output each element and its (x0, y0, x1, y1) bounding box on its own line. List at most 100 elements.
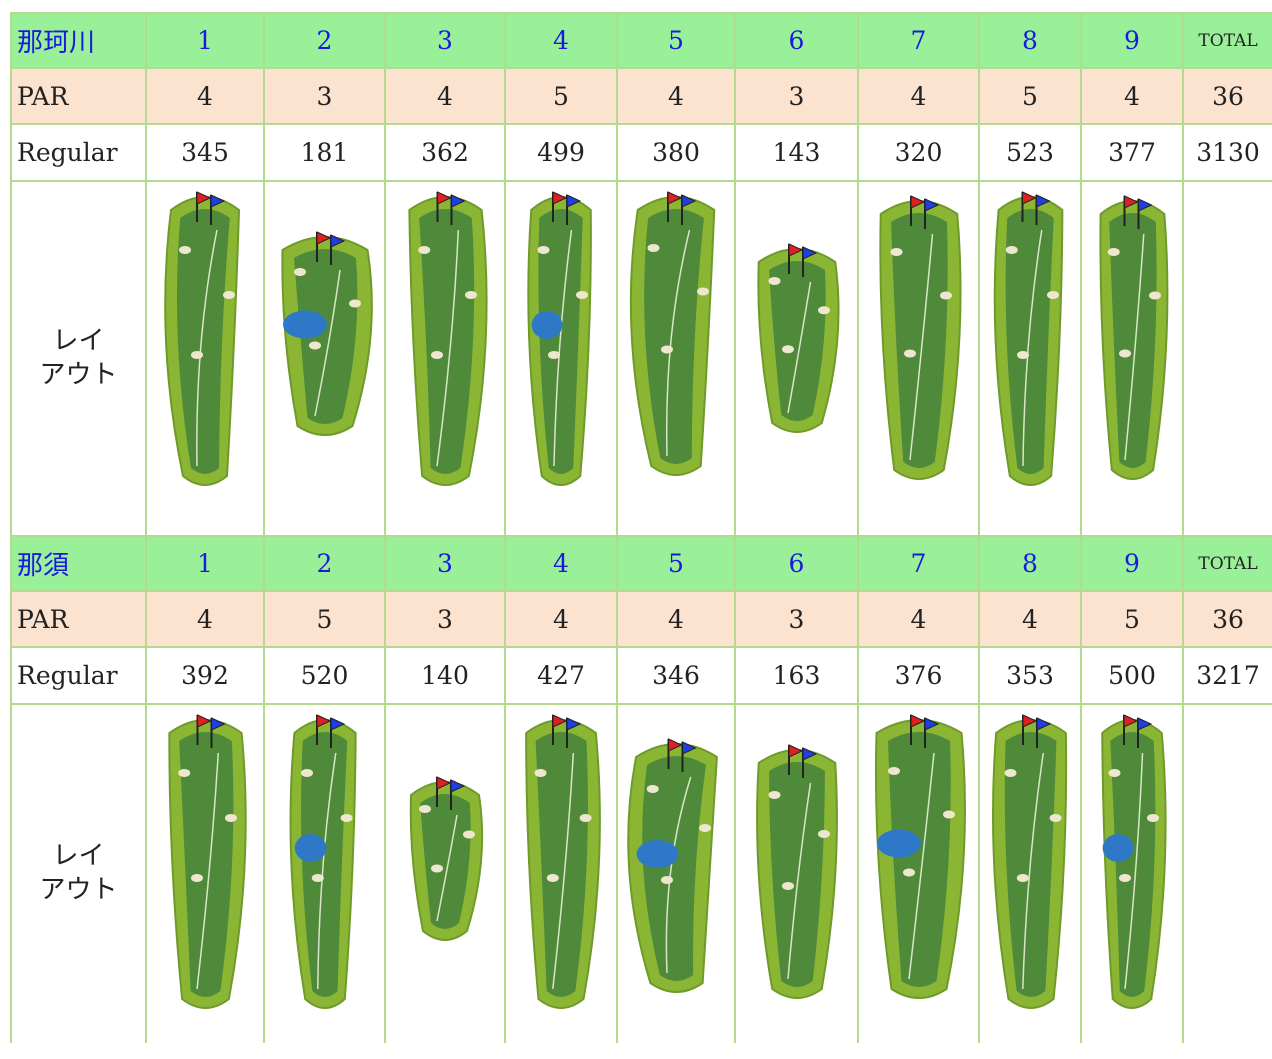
par-value: 4 (1022, 604, 1038, 634)
blue-flag-icon (1035, 194, 1051, 225)
regular-value-cell: 140 (384, 646, 506, 705)
hole-layout-cell[interactable] (145, 180, 265, 537)
total-header-cell: TOTAL (1182, 12, 1272, 69)
hole-number-cell: 2 (263, 535, 386, 592)
bunker (1147, 814, 1159, 822)
hole-layout-cell[interactable] (145, 703, 265, 1043)
regular-label-cell: Regular (10, 646, 147, 705)
bunker (1107, 248, 1120, 256)
hole-layout-cell[interactable] (978, 703, 1082, 1043)
bunker (768, 791, 780, 799)
hole-number-cell: 6 (734, 535, 859, 592)
par-value: 3 (788, 604, 805, 634)
regular-value-cell: 181 (263, 123, 386, 182)
regular-yardage: 499 (537, 138, 585, 167)
hole-layout-cell[interactable] (978, 180, 1082, 537)
blue-flag-icon (566, 717, 582, 748)
hole-layout-cell[interactable] (1080, 180, 1184, 537)
hole-number: 5 (668, 26, 684, 55)
hole-number: 2 (316, 26, 333, 55)
red-flag-icon (909, 195, 925, 226)
hole-layout-cell[interactable] (504, 180, 618, 537)
regular-yardage: 380 (652, 138, 700, 167)
hole-number-cell: 3 (384, 12, 506, 69)
hole-layout-cell[interactable] (504, 703, 618, 1043)
hole-number-cell: 5 (616, 535, 736, 592)
par-value: 4 (668, 81, 684, 111)
cart-path (314, 269, 341, 417)
hole-number: 8 (1022, 549, 1038, 578)
blue-flag-icon (566, 194, 582, 225)
layout-label-line2: アウト (39, 359, 118, 390)
red-flag-icon (1123, 195, 1139, 226)
bunker (300, 769, 313, 777)
hole-layout-cell[interactable] (734, 703, 859, 1043)
par-label: PAR (17, 81, 69, 111)
par-row: PAR 4 3 4 5 4 3 4 5 4 36 (10, 67, 1272, 125)
regular-value-cell: 143 (734, 123, 859, 182)
par-value: 4 (197, 81, 213, 111)
hole-layout-map (407, 191, 488, 486)
scorecard: 那珂川 1 2 3 4 5 6 7 8 9 TOTAL PAR 4 3 4 5 4 3 4 5 4 36 Regular 34… (10, 12, 1272, 1043)
hole-number: 1 (197, 549, 213, 578)
regular-yardage: 345 (181, 138, 229, 167)
regular-value-cell: 520 (263, 646, 386, 705)
bunker (888, 767, 900, 775)
red-flag-icon (1022, 714, 1038, 745)
course-header-row: 那須 1 2 3 4 5 6 7 8 9 TOTAL (10, 535, 1272, 592)
hole-layout-cell[interactable] (616, 180, 736, 537)
hole-layout-cell[interactable] (857, 180, 980, 537)
par-value-cell: 4 (504, 590, 618, 648)
hole-layout-cell[interactable] (616, 703, 736, 1043)
regular-value-cell: 376 (857, 646, 980, 705)
hole-number-cell: 1 (145, 12, 265, 69)
hole-layout-map (755, 744, 838, 999)
red-flag-icon (552, 714, 568, 745)
regular-yardage: 377 (1108, 138, 1156, 167)
hole-layout-cell[interactable] (734, 180, 859, 537)
cart-path (316, 752, 337, 990)
hole-layout-cell[interactable] (857, 703, 980, 1043)
regular-total: 3130 (1196, 138, 1260, 167)
par-value-cell: 3 (263, 67, 386, 125)
hole-layout-map (1101, 714, 1167, 1009)
regular-value-cell: 320 (857, 123, 980, 182)
regular-yardage: 392 (181, 661, 229, 690)
red-flag-icon (787, 243, 803, 274)
water-hazard (1102, 834, 1134, 862)
water-hazard (531, 311, 563, 339)
hole-number: 8 (1022, 26, 1038, 55)
bunker (579, 814, 592, 822)
cart-path (1123, 233, 1144, 461)
water-hazard (283, 310, 327, 339)
hole-layout-cell[interactable] (1080, 703, 1184, 1043)
layout-label-cell: レイ アウト (10, 180, 147, 537)
hole-layout-cell[interactable] (384, 180, 506, 537)
hole-number-cell: 7 (857, 535, 980, 592)
par-value-cell: 4 (145, 590, 265, 648)
hole-layout-map (756, 243, 840, 433)
hole-layout-cell[interactable] (384, 703, 506, 1043)
bunker (534, 769, 547, 777)
hole-number: 2 (316, 549, 333, 578)
regular-total: 3217 (1196, 661, 1260, 690)
bunker (697, 287, 709, 296)
hole-layout-map (281, 231, 373, 436)
fairway (420, 794, 471, 929)
hole-layout-map (626, 738, 718, 993)
hole-number: 3 (437, 549, 453, 578)
course-name-cell: 那珂川 (10, 12, 147, 69)
regular-value-cell: 392 (145, 646, 265, 705)
total-label: TOTAL (1198, 30, 1258, 51)
regular-yardage: 163 (772, 661, 821, 690)
cart-path (436, 814, 458, 922)
blue-flag-icon (801, 747, 817, 778)
hole-layout-cell[interactable] (263, 703, 386, 1043)
cart-path (665, 776, 691, 974)
hole-layout-cell[interactable] (263, 180, 386, 537)
bunker (294, 268, 306, 276)
par-value: 5 (316, 604, 333, 634)
par-total: 36 (1212, 81, 1244, 111)
par-label: PAR (17, 604, 69, 634)
bunker (1005, 246, 1018, 254)
